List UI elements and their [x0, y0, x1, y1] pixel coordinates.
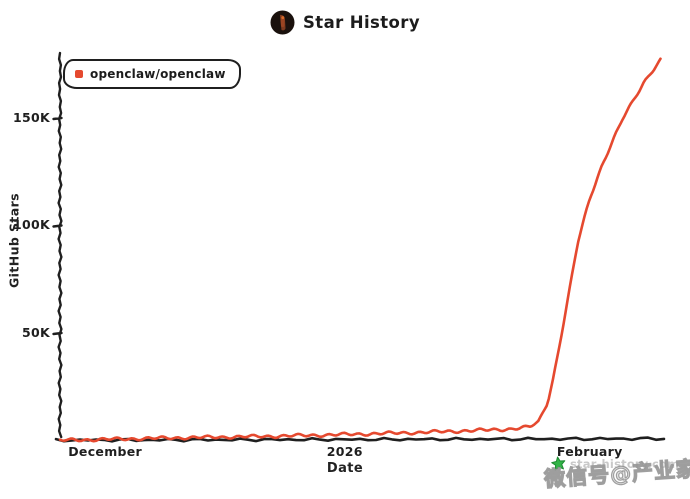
- legend-series-marker: [75, 70, 83, 78]
- openclaw-logo-icon: [270, 10, 295, 35]
- legend: openclaw/openclaw: [63, 59, 241, 89]
- y-axis-title: GitHub Stars: [6, 193, 22, 288]
- chart-title-row: Star History: [0, 10, 690, 35]
- site-label: star-history.com: [570, 456, 680, 471]
- legend-series-label: openclaw/openclaw: [90, 67, 226, 81]
- site-badge: star-history.com: [551, 456, 679, 471]
- green-star-icon: [551, 456, 566, 471]
- x-axis-title: Date: [326, 461, 364, 476]
- page-title: Star History: [303, 13, 420, 32]
